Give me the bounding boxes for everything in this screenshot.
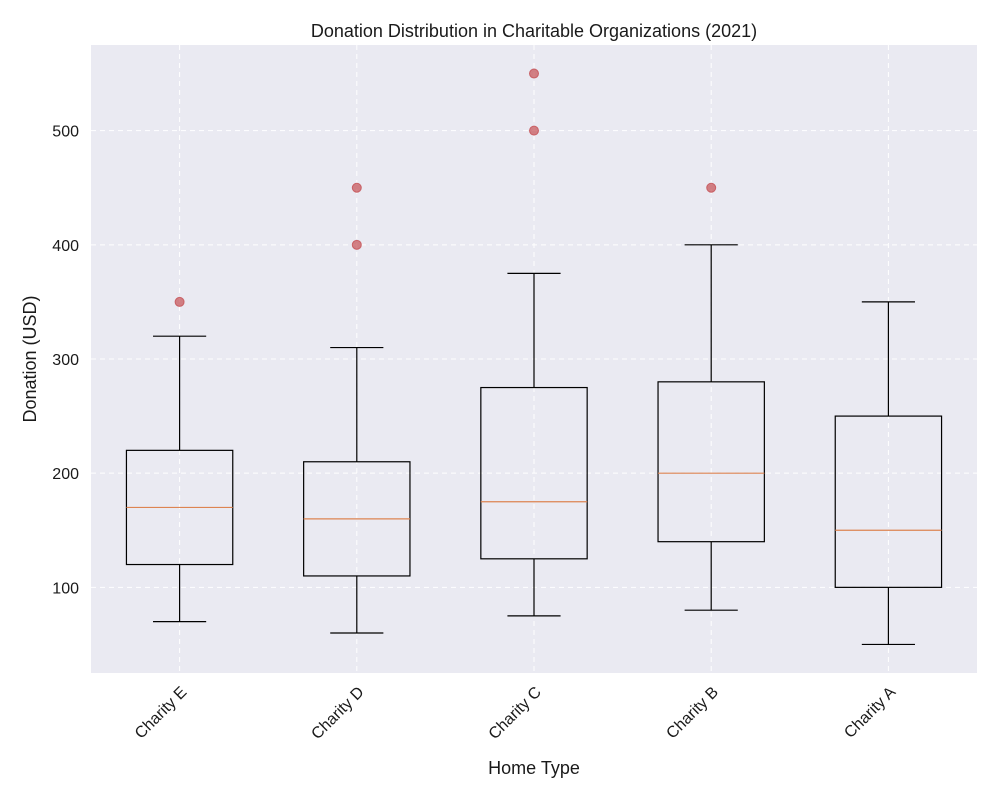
outlier-point bbox=[706, 182, 717, 193]
outlier-point bbox=[174, 296, 185, 307]
y-tick-label: 300 bbox=[52, 352, 79, 369]
x-tick-label: Charity C bbox=[486, 684, 545, 743]
y-tick-label: 200 bbox=[52, 466, 79, 483]
y-tick-label: 400 bbox=[52, 238, 79, 255]
x-axis-ticks: Charity E Charity D Charity C Charity B Char… bbox=[132, 684, 900, 743]
box bbox=[834, 415, 943, 588]
x-tick-label: Charity E bbox=[132, 684, 191, 743]
y-axis-ticks: 100 200 300 400 500 bbox=[52, 124, 79, 598]
x-tick-label: Charity D bbox=[308, 684, 367, 743]
outlier-point bbox=[351, 239, 362, 250]
outlier-point bbox=[351, 182, 362, 193]
outlier-point bbox=[529, 68, 539, 79]
y-tick-label: 100 bbox=[52, 580, 79, 597]
x-tick-label: Charity B bbox=[663, 684, 722, 743]
y-axis-label: Donation (USD) bbox=[20, 295, 40, 422]
box-series bbox=[125, 68, 943, 646]
outlier-point bbox=[529, 125, 539, 136]
chart-title: Donation Distribution in Charitable Orga… bbox=[311, 21, 757, 41]
y-tick-label: 500 bbox=[52, 124, 79, 141]
x-axis-label: Home Type bbox=[488, 758, 580, 778]
box bbox=[480, 386, 588, 560]
x-tick-label: Charity A bbox=[841, 684, 899, 742]
box bbox=[657, 381, 765, 543]
